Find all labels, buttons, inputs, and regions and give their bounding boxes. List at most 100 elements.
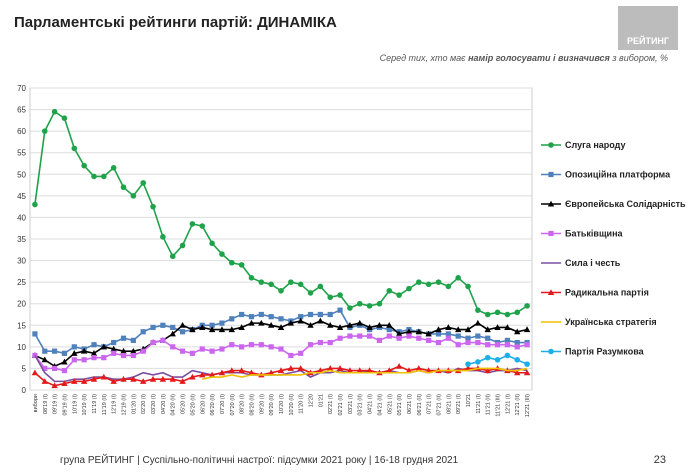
marker [140, 329, 146, 335]
marker [484, 311, 491, 318]
marker [435, 339, 442, 346]
marker [484, 326, 491, 333]
marker [465, 339, 471, 346]
marker [357, 333, 363, 339]
x-tick-label: 04'20 (ІІ) [171, 394, 177, 416]
marker [189, 326, 196, 333]
legend-label: Партія Разумкова [565, 347, 645, 357]
marker [548, 142, 554, 148]
marker [347, 333, 353, 339]
footer: група РЕЙТИНГ | Суспільно-політичні наст… [60, 455, 459, 466]
marker [395, 330, 403, 337]
marker [494, 342, 501, 348]
marker [327, 311, 333, 318]
marker [396, 335, 402, 341]
marker [336, 365, 344, 371]
marker [100, 343, 108, 350]
x-tick-label: 06'21 (І) [407, 394, 413, 414]
marker [523, 326, 531, 333]
marker [288, 352, 294, 359]
x-tick-label: 11'20 (І) [299, 394, 305, 414]
marker [80, 378, 88, 384]
y-tick-label: 55 [17, 149, 26, 158]
marker [475, 333, 481, 339]
marker [485, 342, 491, 348]
marker [71, 378, 78, 384]
marker [120, 352, 127, 359]
marker [474, 319, 482, 326]
x-tick-label: 06'21 (ІІ) [417, 394, 423, 416]
marker [485, 335, 491, 341]
marker [278, 346, 284, 352]
marker [455, 333, 461, 339]
marker [199, 371, 206, 378]
marker [160, 322, 166, 328]
marker [523, 369, 531, 376]
y-tick-label: 5 [22, 364, 27, 373]
marker [494, 309, 501, 316]
marker [61, 367, 68, 374]
marker [101, 355, 107, 361]
marker [179, 329, 186, 335]
x-tick-label: 08'20 (ІІ) [249, 394, 255, 416]
marker [297, 365, 304, 371]
marker [366, 324, 373, 330]
marker [366, 303, 373, 309]
marker [238, 262, 245, 268]
marker [71, 145, 78, 152]
x-tick-label: 01'20 (І) [131, 394, 137, 414]
marker [327, 294, 334, 301]
marker [298, 350, 304, 356]
marker [258, 319, 265, 326]
marker [278, 316, 284, 322]
marker [415, 365, 423, 371]
marker [475, 339, 481, 346]
y-tick-label: 40 [17, 213, 26, 222]
marker [208, 326, 216, 333]
marker [179, 242, 186, 249]
x-tick-label: 12'21 (ІІІ) [525, 394, 531, 417]
marker [160, 234, 166, 240]
x-tick-label: 09'19 (ІІ) [62, 394, 68, 416]
x-tick-label: 10'20 (І) [279, 394, 285, 414]
marker [356, 319, 363, 326]
marker [71, 350, 78, 356]
marker [287, 319, 295, 326]
marker [416, 279, 422, 285]
x-tick-label: 11'19 (ІІ) [102, 394, 108, 415]
marker [199, 223, 206, 229]
marker [336, 324, 344, 330]
marker [91, 342, 97, 348]
x-tick-label: 02'21 (І) [328, 394, 334, 414]
marker [514, 369, 521, 376]
marker [514, 309, 521, 316]
marker [229, 316, 235, 322]
marker [179, 378, 186, 384]
marker [189, 350, 196, 356]
marker [149, 375, 157, 382]
x-tick-label: 12'19 (ІІ) [122, 394, 128, 416]
x-tick-label: 05'21 (ІІ) [397, 394, 403, 416]
marker [228, 259, 235, 266]
marker [297, 281, 304, 288]
x-tick-label: 05'21 (І) [387, 394, 393, 414]
marker [258, 279, 265, 285]
marker [445, 335, 451, 341]
marker [111, 350, 117, 356]
marker [101, 173, 107, 180]
marker [504, 311, 511, 318]
marker [130, 347, 137, 354]
marker [524, 361, 530, 367]
y-tick-label: 0 [22, 386, 27, 395]
marker [504, 337, 510, 343]
marker [51, 382, 58, 389]
marker [228, 367, 235, 374]
marker [130, 337, 136, 343]
marker [327, 365, 334, 371]
marker [297, 317, 304, 324]
marker [80, 347, 88, 354]
marker [199, 346, 205, 352]
marker [337, 307, 343, 313]
marker [32, 331, 38, 337]
marker [366, 367, 373, 374]
